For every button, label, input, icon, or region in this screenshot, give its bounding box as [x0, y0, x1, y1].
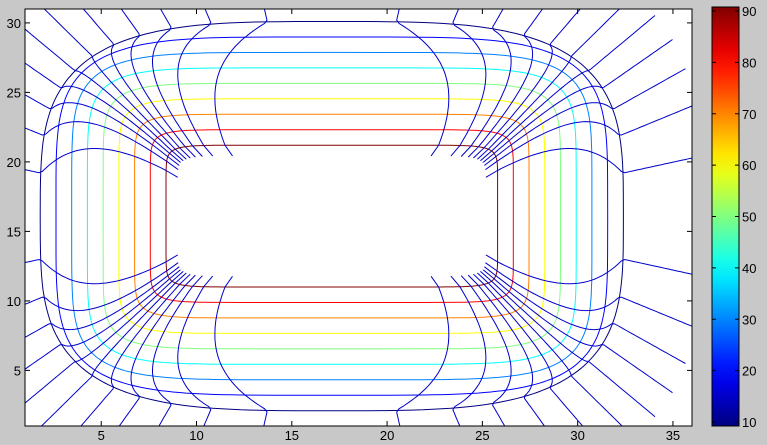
y-tick-label: 15: [7, 224, 21, 239]
y-tick-label: 25: [7, 85, 21, 100]
streamline: [24, 148, 178, 178]
streamline: [467, 274, 545, 427]
contour-line-70: [134, 113, 530, 319]
streamline: [118, 274, 196, 427]
streamline: [120, 8, 196, 158]
x-tick-label: 35: [666, 428, 680, 443]
colorbar: [711, 6, 740, 427]
colorbar-tick-label: 60: [742, 158, 756, 173]
streamline: [24, 254, 178, 285]
streamline: [24, 94, 180, 166]
streamline: [24, 269, 182, 370]
streamline: [467, 8, 543, 158]
x-tick-label: 25: [475, 428, 489, 443]
contour-line-40: [86, 67, 577, 365]
axes-frame: [24, 8, 693, 427]
colorbar-tick-label: 40: [742, 261, 756, 276]
streamline: [450, 8, 487, 157]
streamline: [485, 148, 693, 178]
streamline: [480, 271, 656, 418]
y-tick-label: 20: [7, 155, 21, 170]
streamline: [24, 262, 179, 312]
streamline: [483, 68, 686, 166]
streamline: [24, 28, 184, 162]
streamline: [485, 254, 693, 285]
streamline: [477, 8, 620, 160]
streamline: [483, 266, 686, 364]
streamline: [460, 275, 512, 427]
streamline: [24, 121, 179, 171]
colorbar-tick-label: 10: [742, 415, 756, 430]
colorbar-tick-label: 30: [742, 312, 756, 327]
streamline: [80, 273, 191, 427]
streamline: [460, 8, 512, 157]
streamline: [482, 39, 673, 164]
x-tick-label: 5: [98, 428, 105, 443]
streamline: [83, 8, 191, 159]
x-tick-label: 30: [570, 428, 584, 443]
colorbar-tick-label: 70: [742, 107, 756, 122]
streamline: [41, 272, 187, 427]
streamline: [152, 275, 203, 427]
y-tick-label: 5: [14, 363, 21, 378]
streamline: [396, 276, 450, 427]
contour-line-50: [102, 82, 561, 350]
streamline: [473, 8, 581, 159]
contour-line-30: [71, 51, 593, 381]
streamline: [480, 15, 656, 162]
y-tick-label: 30: [7, 16, 21, 31]
streamline: [177, 275, 214, 427]
contour-line-10: [39, 21, 624, 412]
streamline: [477, 272, 623, 427]
contour-line-90: [165, 144, 499, 288]
streamline: [396, 8, 450, 157]
hole-region: [179, 162, 485, 270]
colorbar-tick-label: 20: [742, 364, 756, 379]
streamline: [177, 8, 214, 157]
x-tick-label: 20: [380, 428, 394, 443]
streamline: [485, 105, 693, 171]
streamline: [450, 275, 487, 427]
streamline: [485, 262, 693, 327]
contour-line-80: [149, 129, 514, 303]
x-tick-label: 10: [189, 428, 203, 443]
colorbar-tick-label: 90: [742, 4, 756, 19]
streamline: [152, 8, 203, 157]
streamline: [214, 8, 268, 157]
colorbar-tick-label: 80: [742, 55, 756, 70]
streamline: [24, 62, 182, 164]
streamline: [473, 273, 583, 427]
contour-line-20: [55, 36, 609, 396]
y-tick-label: 10: [7, 294, 21, 309]
streamline: [24, 266, 180, 338]
streamline: [482, 269, 673, 394]
streamline: [44, 8, 187, 160]
streamline: [214, 276, 268, 427]
x-tick-label: 15: [285, 428, 299, 443]
streamline: [24, 271, 184, 404]
colorbar-tick-label: 50: [742, 210, 756, 225]
contour-line-60: [118, 98, 546, 334]
